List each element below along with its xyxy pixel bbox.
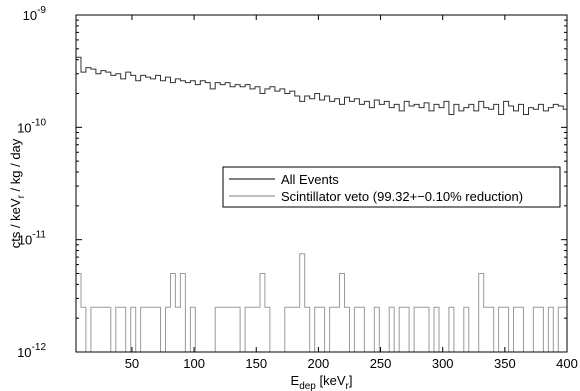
y-tick-label: 10-12 [17, 342, 46, 360]
plot-frame [75, 14, 568, 353]
x-tick-label: 350 [494, 356, 516, 371]
x-tick-label: 100 [183, 356, 205, 371]
x-tick-label: 250 [370, 356, 392, 371]
y-tick-exponent: -9 [37, 5, 46, 16]
y-tick-exponent: -10 [32, 117, 47, 128]
y-tick-base: 10 [18, 233, 32, 248]
y-tick-base: 10 [17, 120, 31, 135]
x-axis-label-main: E [291, 373, 300, 388]
x-axis-label-sub: dep [299, 381, 316, 391]
x-axis-label: Edep [keVr] [291, 373, 353, 391]
y-tick-label: 10-11 [18, 230, 47, 248]
y-tick-base: 10 [17, 345, 31, 360]
x-tick-label: 300 [432, 356, 454, 371]
x-axis-label-unit-sub: r [346, 381, 350, 391]
y-tick-label: 10-9 [23, 5, 47, 23]
legend-label-all-events: All Events [281, 172, 339, 187]
y-axis-label-sub: r [16, 194, 27, 198]
x-axis-label-unit-open: [keV [316, 373, 346, 388]
legend-label-scintillator-veto: Scintillator veto (99.32+−0.10% reductio… [281, 189, 523, 204]
y-tick-exponent: -11 [32, 230, 46, 241]
x-axis-ticks: 50 100 150 200 250 300 350 400 [125, 15, 578, 371]
y-tick-base: 10 [23, 8, 37, 23]
x-axis-label-unit-close: ] [349, 373, 353, 388]
legend: All Events Scintillator veto (99.32+−0.1… [222, 166, 561, 208]
y-axis-label-part1: cts / keV [8, 198, 23, 248]
legend-box [222, 166, 561, 208]
y-tick-exponent: -12 [32, 342, 47, 353]
y-axis-label: cts / keVr / kg / day [8, 138, 27, 248]
x-tick-label: 400 [556, 356, 578, 371]
y-axis-label-part2: / kg / day [8, 138, 23, 195]
x-tick-label: 150 [245, 356, 267, 371]
series-line-0 [76, 56, 567, 115]
x-tick-label: 50 [125, 356, 139, 371]
y-tick-label: 10-10 [17, 117, 46, 135]
x-tick-label: 200 [308, 356, 330, 371]
